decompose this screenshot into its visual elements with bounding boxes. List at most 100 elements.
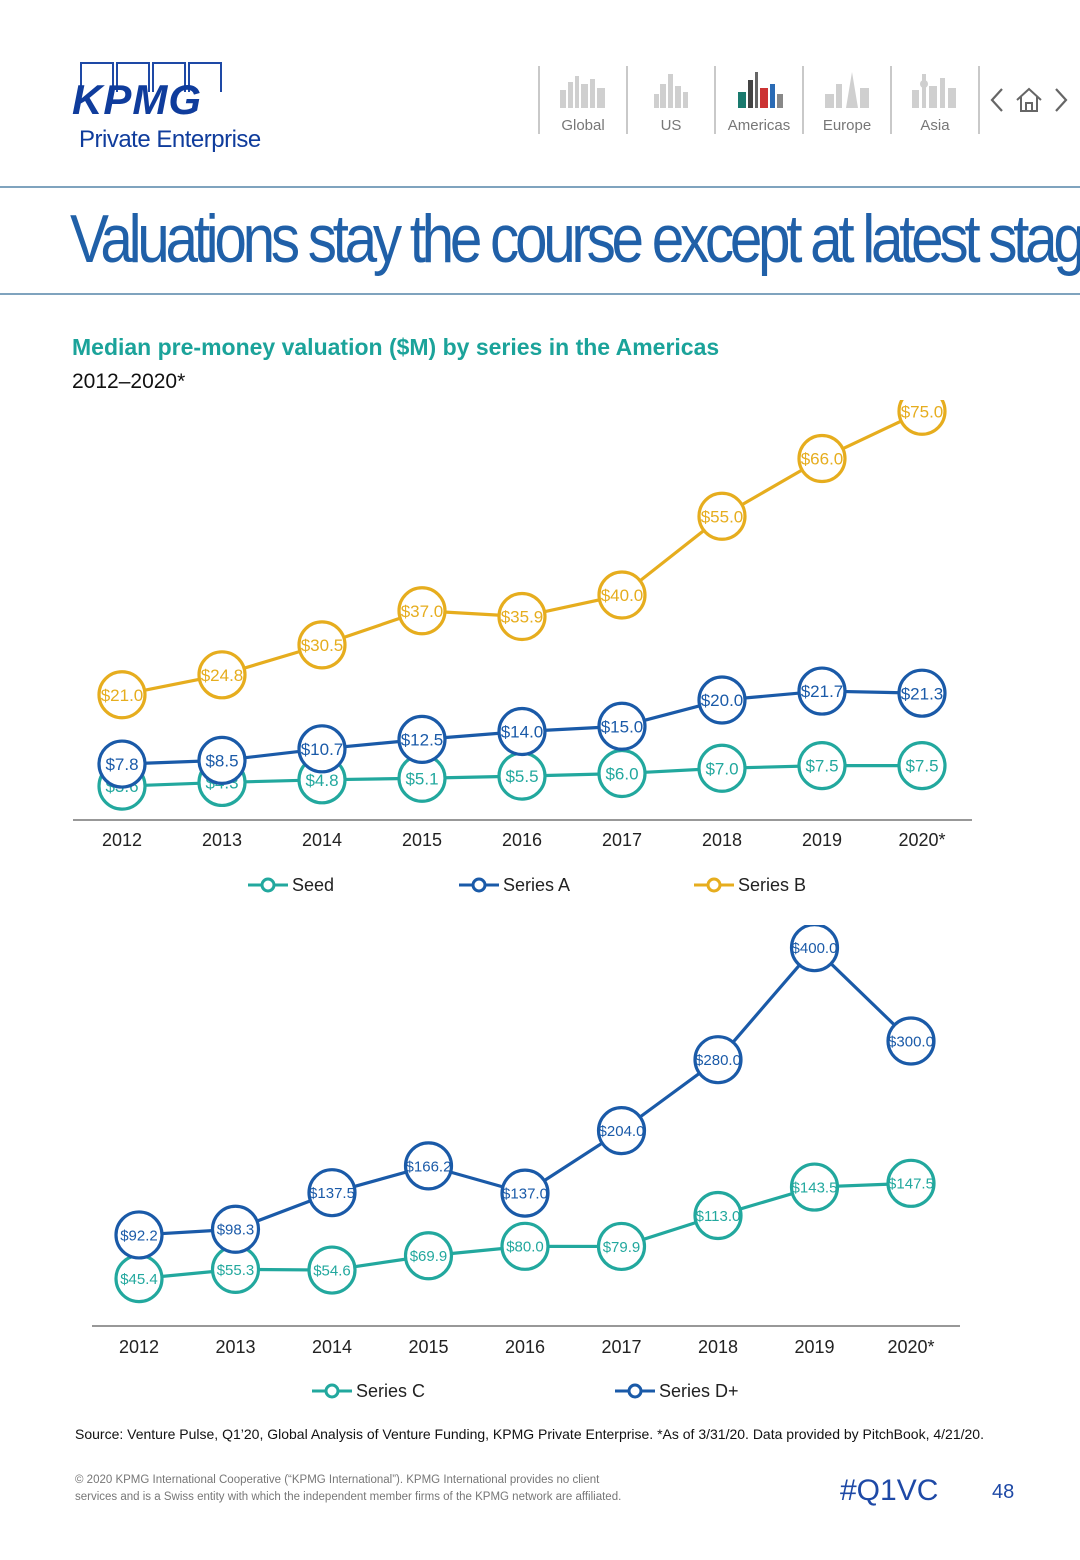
next-icon[interactable] bbox=[1052, 86, 1070, 114]
copyright: © 2020 KPMG International Cooperative (“… bbox=[75, 1472, 675, 1506]
legend-label-series-b: Series B bbox=[738, 875, 806, 895]
data-label-series-d: $92.2 bbox=[120, 1227, 158, 1244]
x-tick-label: 2018 bbox=[702, 830, 742, 850]
x-tick-label: 2019 bbox=[794, 1337, 834, 1357]
x-tick-label: 2014 bbox=[312, 1337, 352, 1357]
data-point-series-b bbox=[797, 433, 847, 484]
legend-label-series-c: Series C bbox=[356, 1381, 425, 1401]
data-point-series-d bbox=[886, 1016, 936, 1066]
data-point-series-a bbox=[397, 714, 447, 764]
x-tick-label: 2019 bbox=[802, 830, 842, 850]
data-label-seed: $5.1 bbox=[405, 769, 438, 788]
data-label-seed: $4.8 bbox=[305, 771, 338, 790]
data-label-series-d: $300.0 bbox=[888, 1033, 934, 1050]
valuation-chart-seed-a-b: 201220132014201520162017201820192020*$3.… bbox=[73, 400, 972, 895]
copyright-line-2: services and is a Swiss entity with whic… bbox=[75, 1491, 622, 1503]
page-title: Valuations stay the course except at lat… bbox=[70, 201, 1080, 277]
data-label-series-c: $55.3 bbox=[217, 1262, 255, 1279]
nav-label-asia: Asia bbox=[920, 117, 950, 134]
brand-name: KPMG bbox=[72, 76, 202, 123]
data-point-series-b bbox=[397, 586, 447, 636]
data-point-series-d bbox=[596, 1106, 647, 1156]
data-point-series-d bbox=[210, 1204, 261, 1254]
nav-tab-americas[interactable]: Americas bbox=[714, 66, 802, 134]
chart-subtitle: Median pre-money valuation ($M) by serie… bbox=[72, 334, 720, 360]
region-nav: Global US Americas Europe Asia bbox=[538, 66, 980, 134]
data-label-series-d: $280.0 bbox=[695, 1052, 741, 1069]
data-label-series-c: $54.6 bbox=[313, 1262, 351, 1279]
data-label-series-d: $137.5 bbox=[309, 1185, 355, 1202]
x-tick-label: 2020* bbox=[898, 830, 945, 850]
valuation-chart-c-d: 2012 2013 2014 2015 2016 2017 2018 2019 2020* $45… bbox=[92, 925, 960, 1401]
prev-icon[interactable] bbox=[988, 86, 1006, 114]
data-label-seed: $6.0 bbox=[605, 765, 638, 784]
data-point-series-b bbox=[597, 570, 647, 620]
data-point-series-a bbox=[697, 675, 747, 725]
data-point-series-c bbox=[596, 1221, 647, 1272]
legend-marker-seed bbox=[260, 877, 276, 893]
nav-tab-asia[interactable]: Asia bbox=[890, 66, 980, 134]
data-point-series-d bbox=[114, 1210, 164, 1260]
nav-label-europe: Europe bbox=[822, 117, 872, 134]
data-point-series-b bbox=[197, 650, 247, 700]
data-label-series-a: $20.0 bbox=[701, 691, 744, 710]
data-label-series-b: $55.0 bbox=[701, 507, 744, 526]
us-skyline-icon bbox=[654, 74, 688, 108]
x-tick-label: 2015 bbox=[408, 1337, 448, 1357]
data-point-series-a bbox=[97, 739, 147, 789]
data-label-series-c: $113.0 bbox=[696, 1208, 741, 1225]
data-point-series-c bbox=[886, 1158, 936, 1208]
data-point-series-c bbox=[307, 1245, 357, 1295]
nav-label-global: Global bbox=[561, 117, 605, 134]
data-point-seed bbox=[897, 741, 947, 791]
data-point-series-b bbox=[297, 620, 347, 670]
data-label-series-c: $69.9 bbox=[410, 1248, 448, 1265]
nav-tab-us[interactable]: US bbox=[626, 66, 714, 134]
legend-label-series-a: Series A bbox=[503, 875, 570, 895]
nav-tab-global[interactable]: Global bbox=[538, 66, 626, 134]
legend-label-seed: Seed bbox=[292, 875, 334, 895]
copyright-line-1: © 2020 KPMG International Cooperative (“… bbox=[75, 1474, 600, 1486]
asia-skyline-icon bbox=[912, 74, 956, 108]
data-label-series-d: $400.0 bbox=[792, 940, 838, 957]
page-number: 48 bbox=[992, 1481, 1015, 1503]
nav-tab-europe[interactable]: Europe bbox=[802, 66, 890, 134]
x-tick-label: 2018 bbox=[698, 1337, 738, 1357]
data-label-series-b: $75.0 bbox=[901, 402, 944, 421]
data-point-series-a bbox=[897, 668, 947, 718]
data-label-seed: $7.5 bbox=[905, 757, 938, 776]
legend-label-series-d: Series D+ bbox=[659, 1381, 739, 1401]
data-label-series-b: $24.8 bbox=[201, 666, 244, 685]
header-divider bbox=[0, 186, 1080, 188]
x-tick-label: 2016 bbox=[505, 1337, 545, 1357]
brand-subtitle: Private Enterprise bbox=[79, 126, 261, 153]
data-label-seed: $7.5 bbox=[805, 757, 838, 776]
data-label-series-a: $7.8 bbox=[105, 755, 138, 774]
title-divider bbox=[0, 293, 1080, 295]
data-label-series-a: $15.0 bbox=[601, 717, 644, 736]
data-point-series-d bbox=[789, 925, 840, 973]
data-point-series-c bbox=[789, 1162, 840, 1212]
legend-marker-series-c bbox=[324, 1383, 340, 1399]
data-label-series-d: $98.3 bbox=[217, 1222, 255, 1239]
nav-label-us: US bbox=[660, 117, 682, 134]
data-label-series-b: $37.0 bbox=[401, 602, 444, 621]
data-label-seed: $5.5 bbox=[505, 767, 538, 786]
data-point-seed bbox=[797, 741, 847, 791]
data-label-series-a: $10.7 bbox=[301, 740, 344, 759]
data-label-series-b: $30.5 bbox=[301, 636, 344, 655]
data-label-series-a: $21.7 bbox=[801, 682, 844, 701]
legend-marker-series-b bbox=[706, 877, 722, 893]
x-tick-label: 2016 bbox=[502, 830, 542, 850]
home-icon[interactable] bbox=[1014, 86, 1044, 114]
logo-boxes bbox=[80, 62, 224, 92]
data-label-series-b: $35.9 bbox=[501, 608, 544, 627]
data-label-series-c: $45.4 bbox=[120, 1271, 158, 1288]
data-point-series-b bbox=[897, 400, 947, 436]
data-point-series-a bbox=[197, 735, 247, 785]
data-label-series-d: $137.0 bbox=[502, 1186, 548, 1203]
x-tick-label: 2012 bbox=[119, 1337, 159, 1357]
data-label-series-b: $21.0 bbox=[101, 686, 144, 705]
x-tick-label: 2017 bbox=[601, 1337, 641, 1357]
data-point-series-a bbox=[497, 706, 547, 757]
